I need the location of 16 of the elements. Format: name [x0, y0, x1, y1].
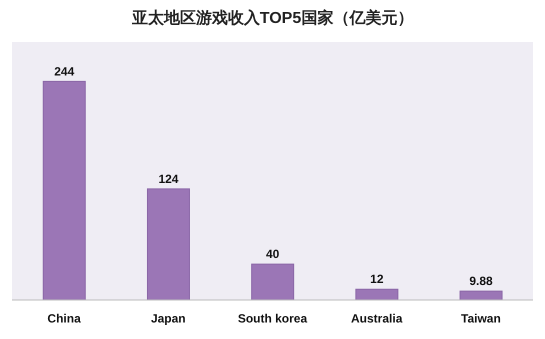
data-label: 40: [266, 247, 280, 262]
bar: [355, 288, 398, 300]
x-tick-label: Australia: [351, 312, 403, 326]
bar: [42, 80, 86, 300]
bar: [146, 188, 190, 300]
bar: [251, 264, 294, 300]
data-label: 244: [54, 64, 75, 78]
x-tick-label: Japan: [150, 312, 186, 326]
x-tick-label: South korea: [238, 312, 308, 326]
x-tick-label: Taiwan: [461, 312, 501, 326]
data-label: 12: [370, 272, 384, 286]
data-label: 9.88: [469, 274, 494, 288]
bar: [460, 290, 503, 300]
chart-title: 亚太地区游戏收入TOP5国家（亿美元）: [130, 8, 414, 29]
x-tick-label: China: [47, 312, 82, 326]
data-label: 124: [158, 172, 179, 186]
